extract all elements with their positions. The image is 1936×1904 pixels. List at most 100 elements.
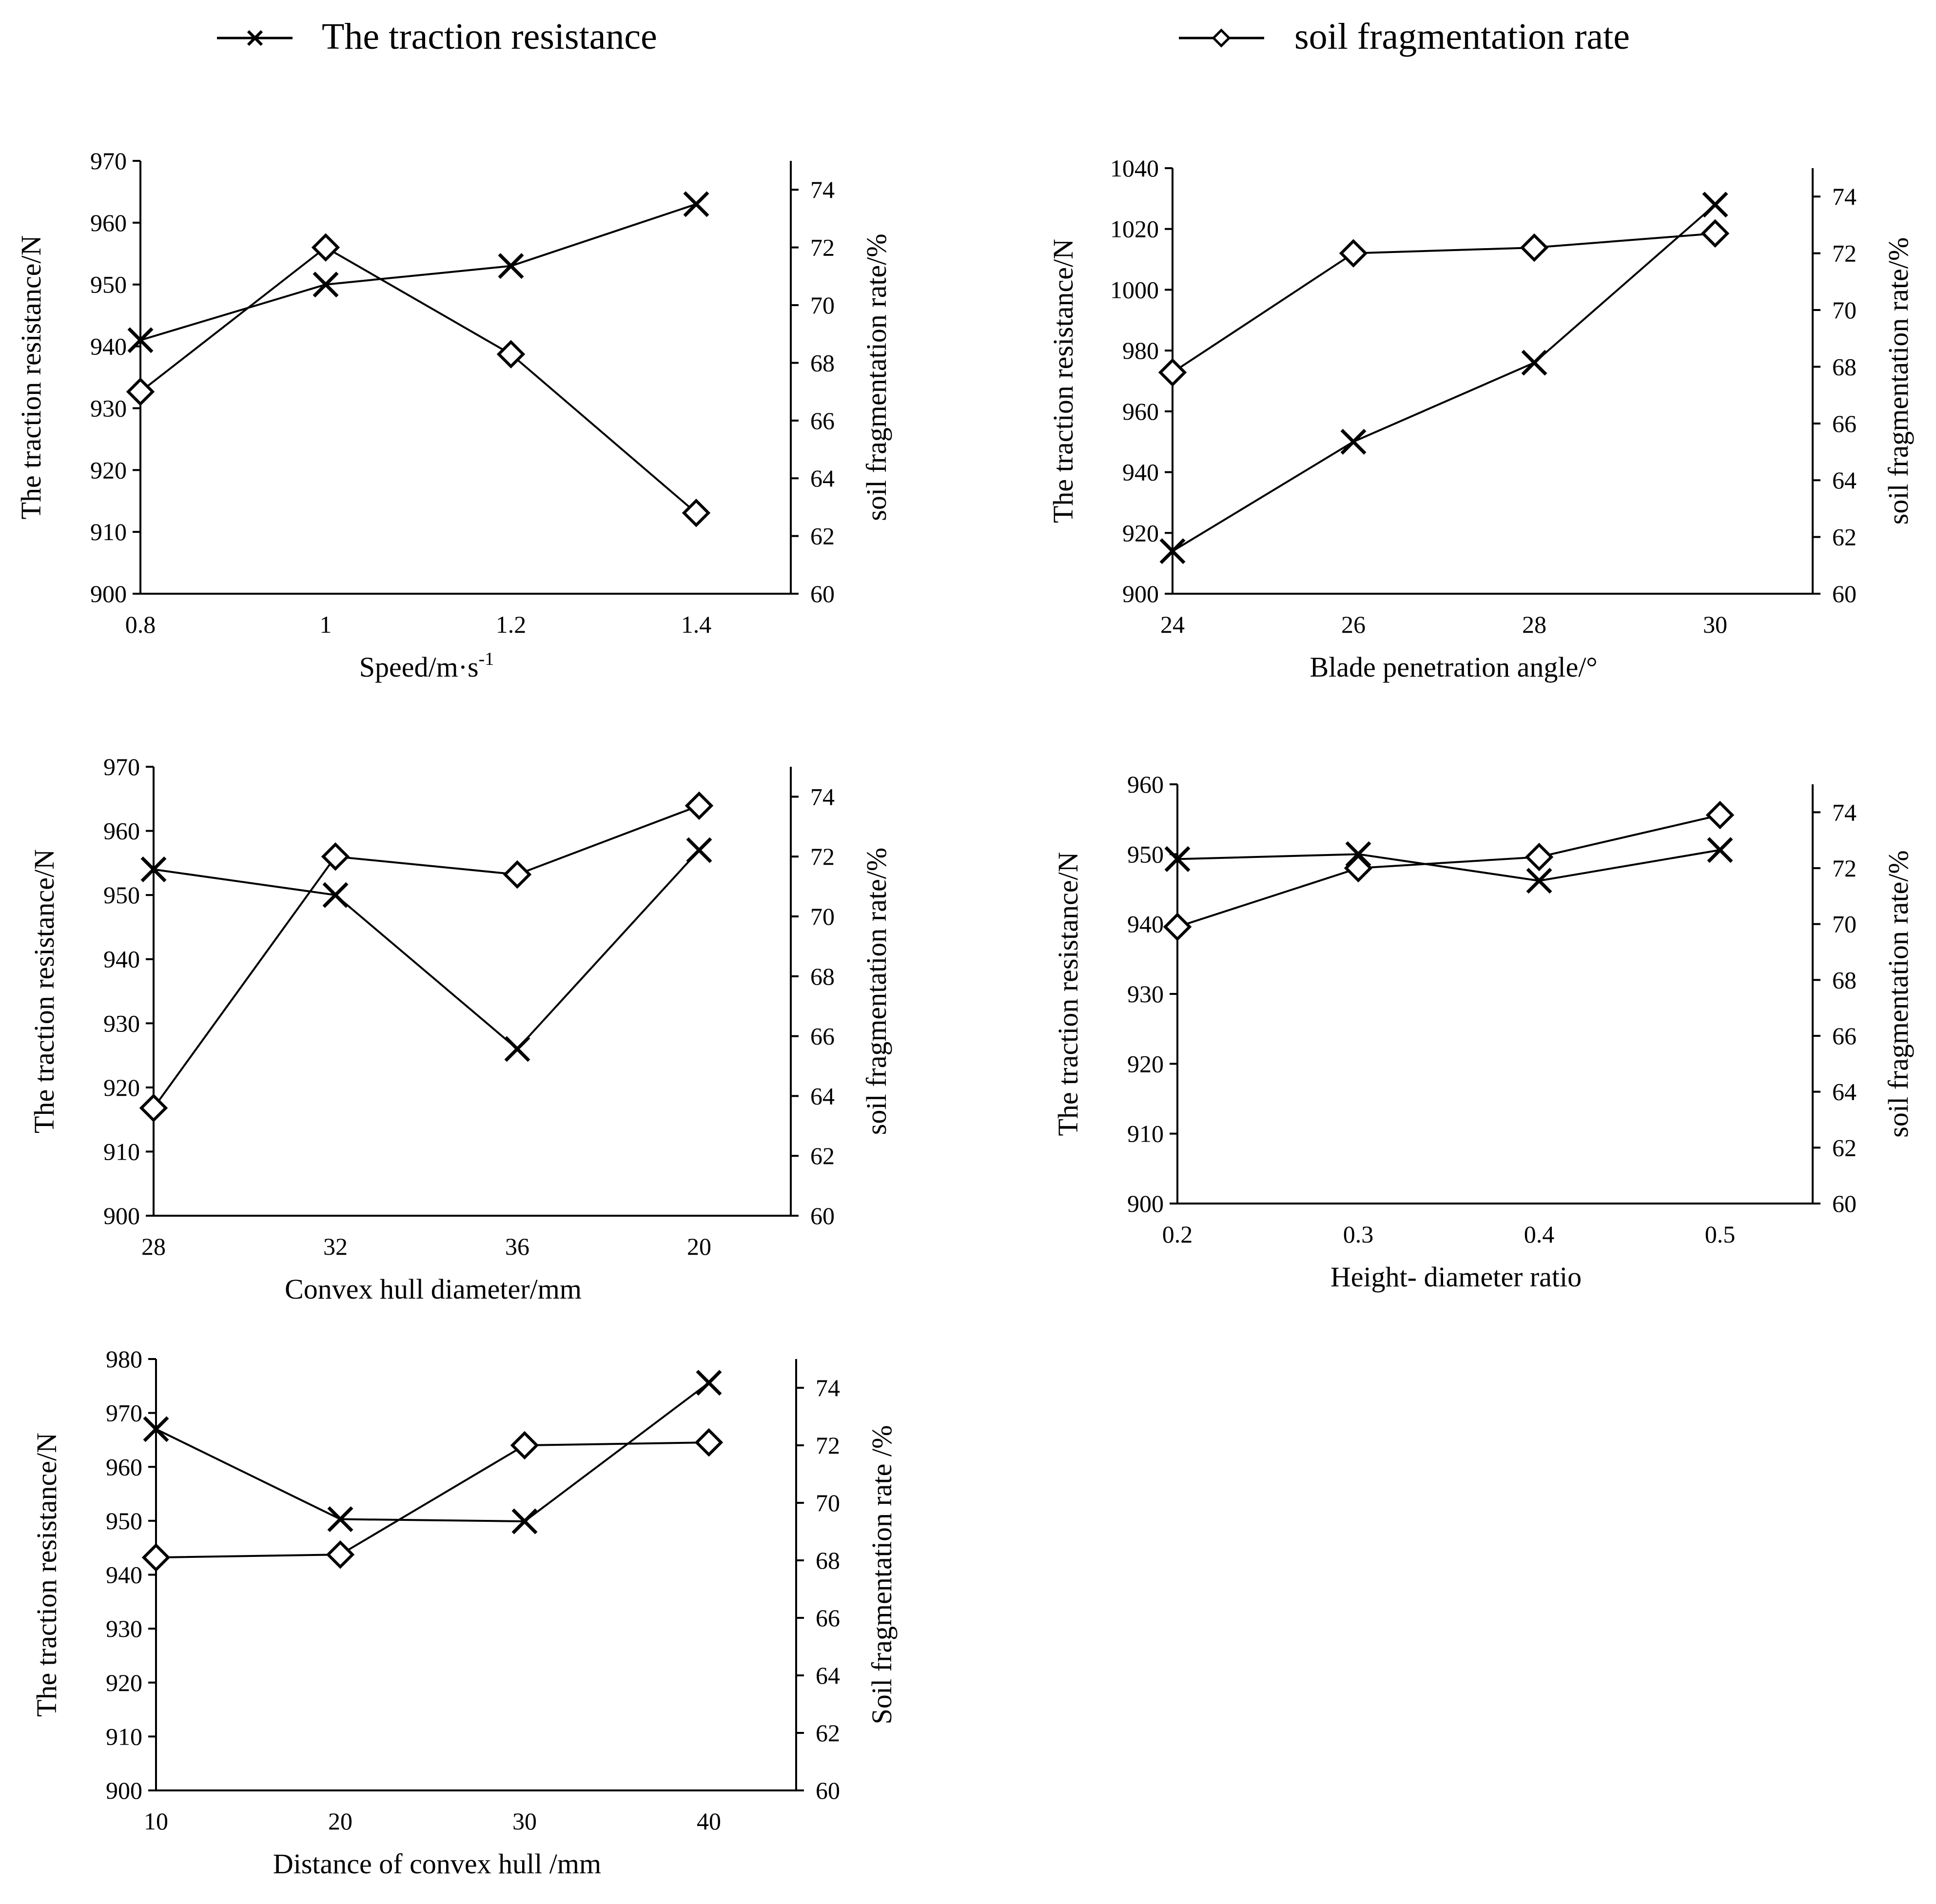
x-tick-label: 40: [697, 1807, 721, 1835]
right-tick-label: 68: [1832, 966, 1857, 993]
right-y-axis-title: soil fragmentation rate/%: [1882, 850, 1914, 1137]
soil-point-marker: [141, 1543, 171, 1572]
right-tick-label: 74: [816, 1374, 840, 1401]
left-tick-label: 930: [106, 1615, 142, 1642]
left-tick-label: 950: [90, 271, 127, 298]
traction-point-marker: [1164, 846, 1191, 872]
left-tick-label: 940: [103, 946, 140, 973]
chart-distance-of-convex-hull: 900 910 920 930 940 950 960 970 980 60 62 64 66 68 70 7…: [31, 1345, 898, 1880]
traction-point-marker: [498, 253, 524, 279]
right-tick-label: 68: [810, 963, 835, 990]
left-tick-label: 960: [1127, 771, 1164, 798]
soil-point-marker: [1520, 233, 1549, 262]
left-tick-label: 910: [1127, 1120, 1164, 1147]
left-tick-label: 920: [106, 1669, 142, 1696]
left-tick-label: 950: [103, 881, 140, 909]
right-tick-label: 64: [810, 1082, 835, 1109]
left-tick-label: 910: [90, 518, 127, 545]
left-tick-label: 940: [1127, 911, 1164, 938]
left-tick-label: 910: [106, 1723, 142, 1750]
right-tick-label: 60: [810, 580, 835, 607]
right-tick-label: 70: [816, 1489, 840, 1516]
x-axis-title-superscript: -1: [479, 649, 494, 669]
x-tick-label: 28: [1522, 611, 1546, 638]
left-y-axis-title: The traction resistance/N: [1047, 239, 1079, 523]
right-y-axis-title: soil fragmentation rate/%: [860, 848, 892, 1135]
left-y-axis-title: The traction resistance/N: [28, 849, 60, 1133]
right-tick-label: 74: [1832, 798, 1857, 826]
traction-point-marker: [1702, 192, 1728, 218]
left-tick-label: 980: [1122, 337, 1159, 364]
right-tick-label: 70: [810, 291, 835, 319]
soil-point-marker: [326, 1540, 355, 1569]
x-tick-label: 10: [144, 1807, 168, 1835]
soil-point-marker: [682, 498, 711, 527]
left-tick-label: 980: [106, 1345, 142, 1373]
right-tick-label: 72: [1832, 240, 1857, 267]
right-y-axis-title: Soil fragmentation rate /%: [866, 1425, 898, 1725]
legend-traction-label: The traction resistance: [322, 16, 657, 57]
left-tick-label: 950: [106, 1507, 142, 1535]
traction-series-line: [1172, 204, 1716, 552]
left-tick-label: 930: [1127, 980, 1164, 1008]
traction-point-marker: [686, 837, 712, 863]
traction-point-marker: [1521, 350, 1547, 376]
right-tick-label: 66: [810, 1023, 835, 1050]
x-axis-title-text: Speed/m·s: [359, 651, 479, 683]
left-tick-label: 900: [1127, 1190, 1164, 1217]
traction-point-marker: [1707, 837, 1733, 863]
left-tick-label: 970: [106, 1399, 142, 1427]
right-tick-label: 66: [1832, 1022, 1857, 1049]
x-tick-label: 30: [512, 1807, 537, 1835]
left-tick-label: 960: [90, 209, 127, 236]
left-tick-label: 950: [1127, 840, 1164, 868]
x-axis-title: Convex hull diameter/mm: [285, 1273, 582, 1305]
traction-point-marker: [683, 191, 709, 217]
right-tick-label: 64: [1832, 466, 1857, 494]
left-tick-label: 900: [103, 1202, 140, 1229]
x-tick-label: 26: [1341, 611, 1366, 638]
soil-point-marker: [139, 1093, 168, 1123]
right-tick-label: 70: [810, 903, 835, 930]
right-tick-label: 62: [1832, 1134, 1857, 1161]
right-tick-label: 66: [816, 1604, 840, 1632]
right-tick-label: 72: [816, 1432, 840, 1459]
traction-point-marker: [504, 1036, 530, 1062]
right-tick-label: 60: [816, 1777, 840, 1804]
soil-point-marker: [1705, 800, 1735, 830]
left-tick-label: 1020: [1110, 215, 1159, 243]
left-y-axis-title: The traction resistance/N: [15, 235, 47, 520]
soil-series-line: [1172, 232, 1716, 373]
x-tick-label: 28: [141, 1233, 166, 1260]
x-tick-label: 0.8: [125, 611, 156, 638]
x-tick-label: 20: [328, 1807, 352, 1835]
right-tick-label: 72: [1832, 855, 1857, 882]
x-axis-title-text: Blade penetration angle/°: [1310, 651, 1597, 683]
x-tick-label: 0.3: [1343, 1221, 1374, 1248]
left-tick-label: 920: [1127, 1050, 1164, 1077]
x-tick-label: 1: [320, 611, 332, 638]
traction-point-marker: [322, 882, 349, 908]
legend-soil-diamond-icon: [1212, 28, 1231, 48]
left-tick-label: 910: [103, 1138, 140, 1165]
left-tick-label: 970: [90, 147, 127, 175]
chart-convex-hull-diameter: 900 910 920 930 940 950 960 970 60 62 64 66 68 70 72 74…: [28, 753, 892, 1305]
chart-speed: 900 910 920 930 940 950 960 970 60 62 64 66 68 70 72 74…: [15, 147, 892, 683]
soil-point-marker: [1339, 239, 1368, 268]
soil-series-line: [1177, 814, 1721, 928]
right-tick-label: 66: [1832, 410, 1857, 437]
legend-traction-x-icon: [247, 30, 263, 46]
left-tick-label: 1000: [1110, 276, 1159, 303]
x-axis-title-text: Distance of convex hull /mm: [273, 1848, 601, 1880]
traction-point-marker: [511, 1508, 538, 1535]
x-axis-title-text: Height- diameter ratio: [1330, 1261, 1582, 1293]
left-tick-label: 970: [103, 753, 140, 780]
soil-point-marker: [496, 340, 526, 369]
x-axis-title: Distance of convex hull /mm: [273, 1848, 601, 1880]
traction-point-marker: [140, 856, 167, 882]
traction-series-line: [156, 1382, 710, 1522]
left-tick-label: 930: [90, 394, 127, 422]
left-tick-label: 940: [1122, 459, 1159, 486]
traction-point-marker: [327, 1506, 353, 1533]
